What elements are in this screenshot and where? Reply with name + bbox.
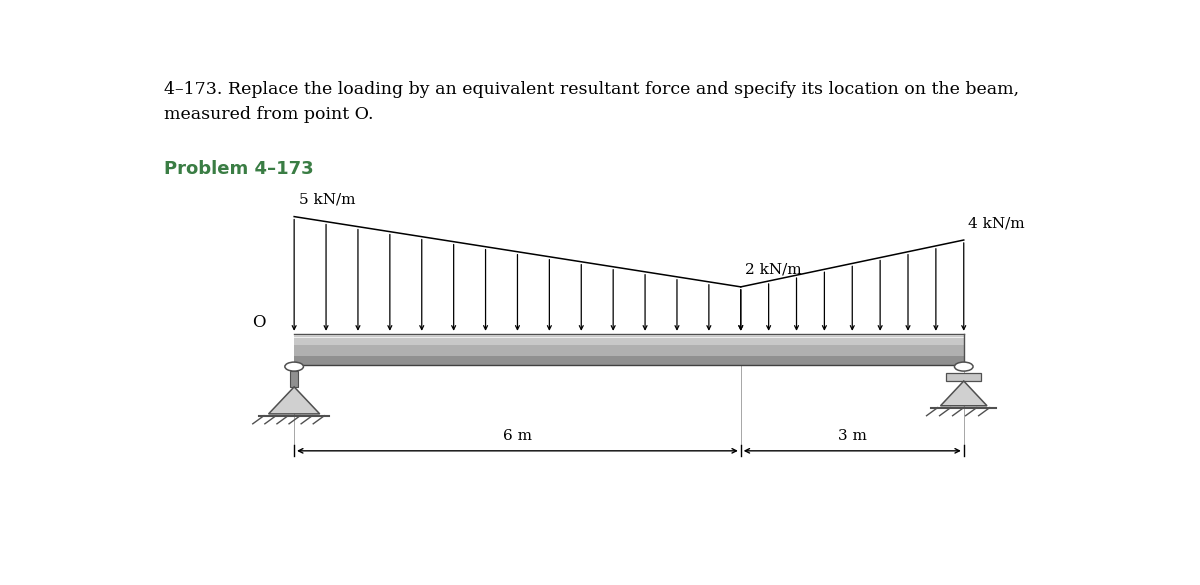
Bar — [294, 356, 964, 365]
Text: O: O — [252, 315, 265, 332]
Bar — [290, 371, 298, 387]
Circle shape — [284, 362, 304, 371]
Text: Problem 4–173: Problem 4–173 — [164, 160, 313, 178]
Bar — [946, 373, 982, 381]
Text: 3 m: 3 m — [838, 429, 866, 443]
Bar — [294, 345, 964, 356]
Bar — [294, 336, 964, 345]
Bar — [294, 333, 964, 336]
Polygon shape — [269, 387, 319, 414]
Text: 2 kN/m: 2 kN/m — [745, 263, 802, 277]
Text: 4–173. Replace the loading by an equivalent resultant force and specify its loca: 4–173. Replace the loading by an equival… — [164, 81, 1019, 98]
Text: 4 kN/m: 4 kN/m — [968, 216, 1025, 230]
Text: 5 kN/m: 5 kN/m — [299, 192, 355, 207]
Text: measured from point O.: measured from point O. — [164, 106, 373, 123]
Circle shape — [954, 362, 973, 371]
Text: 6 m: 6 m — [503, 429, 532, 443]
Polygon shape — [941, 381, 986, 406]
